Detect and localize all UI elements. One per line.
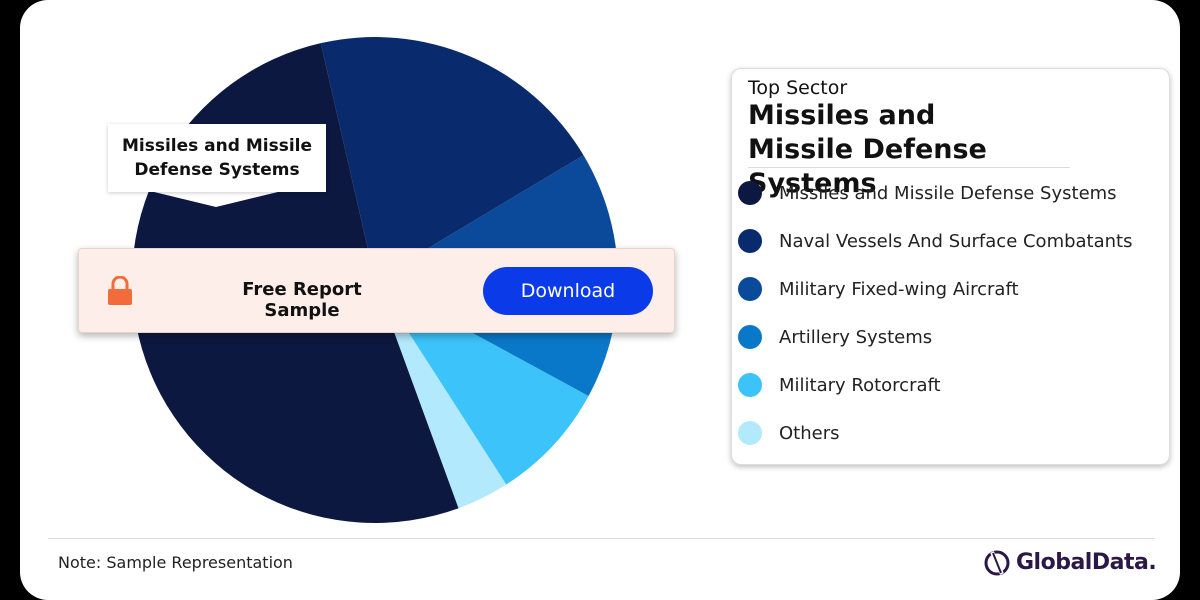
pie-callout: Missiles and Missile Defense Systems [108,124,326,192]
legend-swatch [738,181,762,205]
legend-label: Others [779,422,840,444]
top-sector-label: Top Sector [748,77,848,99]
top-sector-name: Missiles and Missile Defense Systems [748,100,987,199]
legend-item: Military Rotorcraft [738,371,941,399]
divider [48,538,1155,539]
legend-panel: Top Sector Missiles and Missile Defense … [731,68,1170,465]
note: Note: Sample Representation [58,553,293,572]
divider [748,167,1070,168]
legend-swatch [738,373,762,397]
legend-label: Missiles and Missile Defense Systems [779,182,1117,204]
legend-swatch [738,325,762,349]
banner-text: Free Report Sample [242,279,362,321]
legend-swatch [738,421,762,445]
legend-item: Others [738,419,840,447]
logo: GlobalData. [1016,550,1157,575]
callout-text: Missiles and Missile Defense Systems [121,136,313,180]
legend-label: Naval Vessels And Surface Combatants [779,230,1133,252]
pie-slice [320,37,584,280]
legend-item: Naval Vessels And Surface Combatants [738,227,1133,255]
download-button[interactable]: Download [483,267,653,315]
sample-banner: Free Report Sample Download [78,248,675,333]
legend-label: Military Rotorcraft [779,374,941,396]
legend-item: Missiles and Missile Defense Systems [738,179,1117,207]
lock-icon [108,276,132,305]
legend-swatch [738,277,762,301]
legend-item: Military Fixed-wing Aircraft [738,275,1019,303]
legend-item: Artillery Systems [738,323,932,351]
legend-label: Artillery Systems [779,326,933,348]
legend-label: Military Fixed-wing Aircraft [779,278,1019,300]
pie-slice [375,280,507,509]
callout-pointer [150,191,282,207]
logo-icon [984,550,1010,576]
legend-swatch [738,229,762,253]
